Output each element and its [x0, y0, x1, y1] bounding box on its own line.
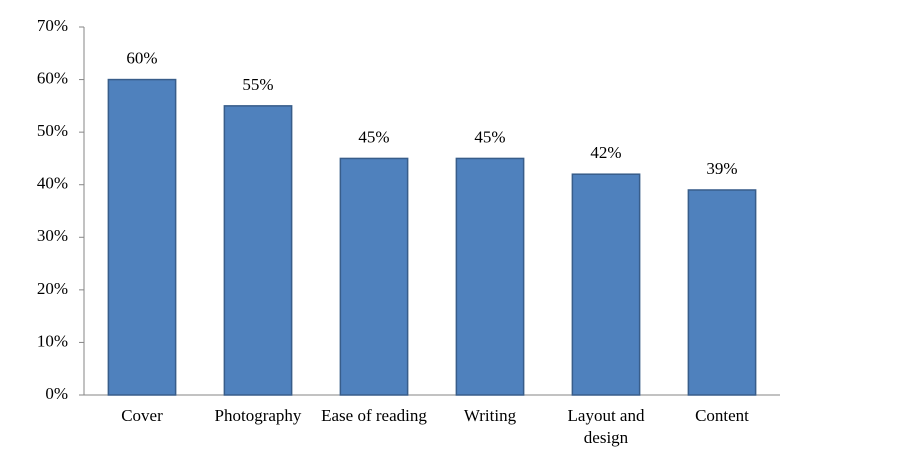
x-tick-label: Ease of reading [321, 406, 427, 425]
bar [339, 157, 409, 396]
x-tick-label: Cover [121, 406, 163, 425]
value-label: 39% [706, 159, 737, 178]
x-tick-label: Content [695, 406, 749, 425]
x-tick-label: Writing [463, 406, 517, 425]
value-label: 45% [358, 127, 389, 146]
y-tick-label: 20% [37, 279, 68, 298]
bar [571, 173, 641, 396]
bar [223, 105, 293, 396]
bar [687, 189, 757, 396]
y-tick-label: 0% [45, 384, 68, 403]
value-label: 55% [242, 75, 273, 94]
value-label: 45% [474, 127, 505, 146]
y-tick-label: 30% [37, 226, 68, 245]
y-tick-label: 10% [37, 331, 68, 350]
value-label: 60% [126, 48, 157, 67]
bar [455, 157, 525, 396]
y-tick-label: 50% [37, 121, 68, 140]
x-tick-label: Photography [214, 406, 302, 425]
y-tick-label: 60% [37, 68, 68, 87]
bar [107, 78, 177, 396]
x-tick-label: Layout and design [567, 406, 645, 447]
value-label: 42% [590, 143, 621, 162]
y-tick-label: 70% [37, 16, 68, 35]
y-tick-label: 40% [37, 174, 68, 193]
